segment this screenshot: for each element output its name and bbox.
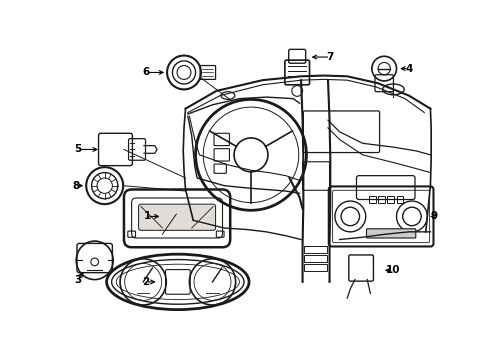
Text: 8: 8 — [72, 181, 80, 191]
FancyBboxPatch shape — [366, 229, 415, 238]
Text: 4: 4 — [405, 64, 412, 73]
Text: 7: 7 — [326, 52, 333, 62]
Text: 3: 3 — [74, 275, 81, 285]
Text: 2: 2 — [142, 277, 149, 287]
Text: 9: 9 — [430, 211, 437, 221]
Text: 1: 1 — [143, 211, 150, 221]
Text: 5: 5 — [74, 144, 81, 154]
Text: 10: 10 — [386, 265, 400, 275]
FancyBboxPatch shape — [138, 204, 215, 230]
Text: 6: 6 — [142, 67, 149, 77]
